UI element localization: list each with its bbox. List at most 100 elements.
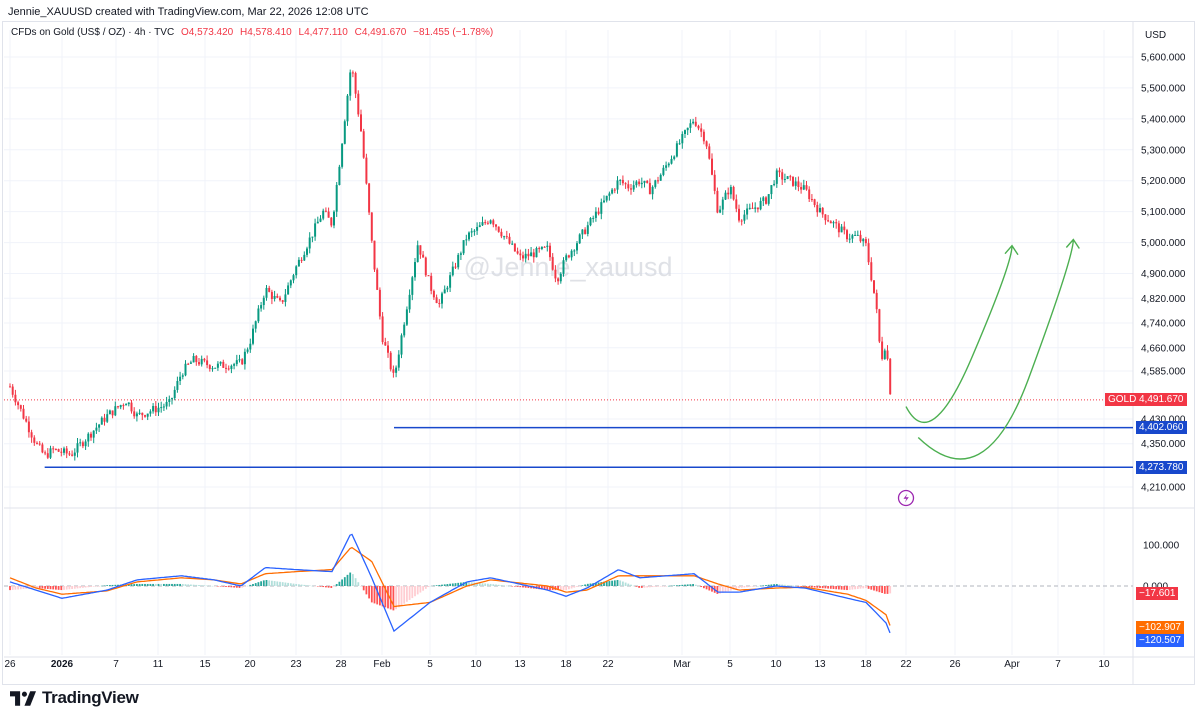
macd-histogram-bar bbox=[400, 586, 403, 606]
candle-body bbox=[600, 202, 603, 214]
candle-body bbox=[802, 185, 805, 190]
candle-body bbox=[873, 280, 875, 293]
candle-body bbox=[111, 410, 114, 416]
time-tick: 7 bbox=[113, 659, 119, 670]
macd-histogram-bar bbox=[206, 585, 208, 587]
macd-histogram-bar bbox=[208, 585, 211, 587]
ohlc-open: O4,573.420 bbox=[180, 27, 234, 38]
candle-body bbox=[11, 386, 14, 395]
price-tick: 4,430.000 bbox=[1141, 414, 1186, 425]
macd-histogram-bar bbox=[703, 586, 705, 589]
macd-histogram-bar bbox=[276, 581, 279, 586]
candle-body bbox=[508, 236, 511, 244]
macd-histogram-bar bbox=[73, 586, 76, 589]
candle-body bbox=[686, 127, 689, 131]
macd-histogram-bar bbox=[878, 586, 881, 593]
macd-histogram-bar bbox=[46, 586, 49, 589]
candle-body bbox=[103, 417, 106, 422]
candle-body bbox=[495, 224, 497, 227]
macd-histogram-bar bbox=[246, 585, 249, 587]
candle-body bbox=[357, 93, 360, 115]
macd-histogram-bar bbox=[576, 586, 578, 587]
candle-body bbox=[265, 287, 268, 298]
candle-body bbox=[473, 230, 476, 232]
candle-body bbox=[862, 239, 865, 242]
candle-body bbox=[330, 217, 333, 226]
macd-histogram-bar bbox=[611, 580, 613, 586]
price-tick: 5,300.000 bbox=[1141, 145, 1186, 156]
macd-histogram-bar bbox=[775, 584, 778, 586]
candle-body bbox=[824, 214, 827, 221]
macd-histogram-bar bbox=[60, 586, 63, 591]
candle-body bbox=[481, 222, 484, 226]
time-axis: 26 2026 7 11 15 20 23 28 Feb 5 10 13 18 22 Mar 5 10 13 18 2… bbox=[4, 659, 1110, 670]
candle-body bbox=[241, 359, 244, 365]
candle-body bbox=[292, 275, 295, 281]
macd-histogram-bar bbox=[273, 581, 276, 586]
candle-body bbox=[52, 448, 55, 450]
arrow-head bbox=[1004, 244, 1019, 256]
candle-body bbox=[289, 280, 292, 286]
candle-body bbox=[867, 243, 870, 263]
macd-value-tag: −102.907 bbox=[1136, 620, 1184, 634]
candle-body bbox=[611, 189, 614, 194]
macd-histogram-bar bbox=[368, 586, 370, 599]
candle-body bbox=[208, 365, 211, 369]
time-tick: 5 bbox=[427, 659, 433, 670]
macd-histogram-bar bbox=[789, 585, 792, 586]
macd-histogram-bar bbox=[346, 574, 349, 586]
candle-body bbox=[524, 253, 527, 259]
candle-body bbox=[670, 158, 673, 164]
macd-histogram-bar bbox=[524, 586, 527, 588]
candle-body bbox=[133, 411, 136, 417]
macd-histogram-bar bbox=[622, 581, 624, 586]
candle-body bbox=[554, 269, 557, 279]
macd-histogram-bar bbox=[759, 585, 762, 587]
candle-body bbox=[762, 197, 765, 201]
candle-body bbox=[176, 381, 179, 390]
candle-body bbox=[141, 412, 144, 416]
macd-histogram-bar bbox=[52, 586, 55, 590]
candle-body bbox=[843, 226, 846, 231]
macd-histogram-bar bbox=[127, 584, 130, 586]
candle-body bbox=[408, 294, 411, 310]
candle-body bbox=[360, 114, 362, 132]
candle-body bbox=[368, 183, 371, 213]
macd-histogram-bar bbox=[138, 583, 141, 586]
candle-body bbox=[117, 406, 119, 408]
macd-histogram-bar bbox=[762, 585, 765, 586]
candle-body bbox=[238, 359, 241, 361]
candle-body bbox=[108, 410, 111, 415]
macd-histogram-bar bbox=[543, 586, 546, 590]
macd-histogram-bar bbox=[146, 583, 149, 586]
macd-histogram-bar bbox=[667, 585, 670, 587]
time-tick: 13 bbox=[514, 659, 526, 670]
macd-histogram-bar bbox=[254, 583, 257, 586]
candle-body bbox=[808, 189, 811, 200]
flash-icon[interactable] bbox=[897, 489, 915, 507]
macd-histogram-bar bbox=[800, 586, 802, 587]
time-tick: 26 bbox=[949, 659, 961, 670]
macd-histogram-bar bbox=[227, 586, 230, 588]
macd-histogram-bar bbox=[746, 586, 748, 588]
candle-body bbox=[659, 174, 662, 181]
time-tick: 13 bbox=[814, 659, 826, 670]
candle-body bbox=[192, 356, 195, 363]
time-tick: 20 bbox=[244, 659, 256, 670]
candle-body bbox=[538, 248, 541, 250]
candle-body bbox=[219, 361, 222, 364]
macd-histogram-bar bbox=[827, 586, 829, 589]
candle-body bbox=[227, 368, 230, 370]
macd-histogram-bar bbox=[835, 586, 838, 590]
macd-line bbox=[9, 533, 891, 634]
macd-histogram-bar bbox=[79, 586, 82, 589]
macd-histogram-bar bbox=[279, 581, 281, 586]
time-tick: 10 bbox=[770, 659, 782, 670]
macd-histogram-bar bbox=[233, 586, 235, 588]
macd-histogram-bar bbox=[419, 586, 422, 593]
macd-histogram-bar bbox=[238, 586, 241, 588]
candle-body bbox=[689, 123, 692, 128]
macd-histogram-bar bbox=[865, 586, 867, 589]
macd-histogram-bar bbox=[751, 586, 754, 587]
